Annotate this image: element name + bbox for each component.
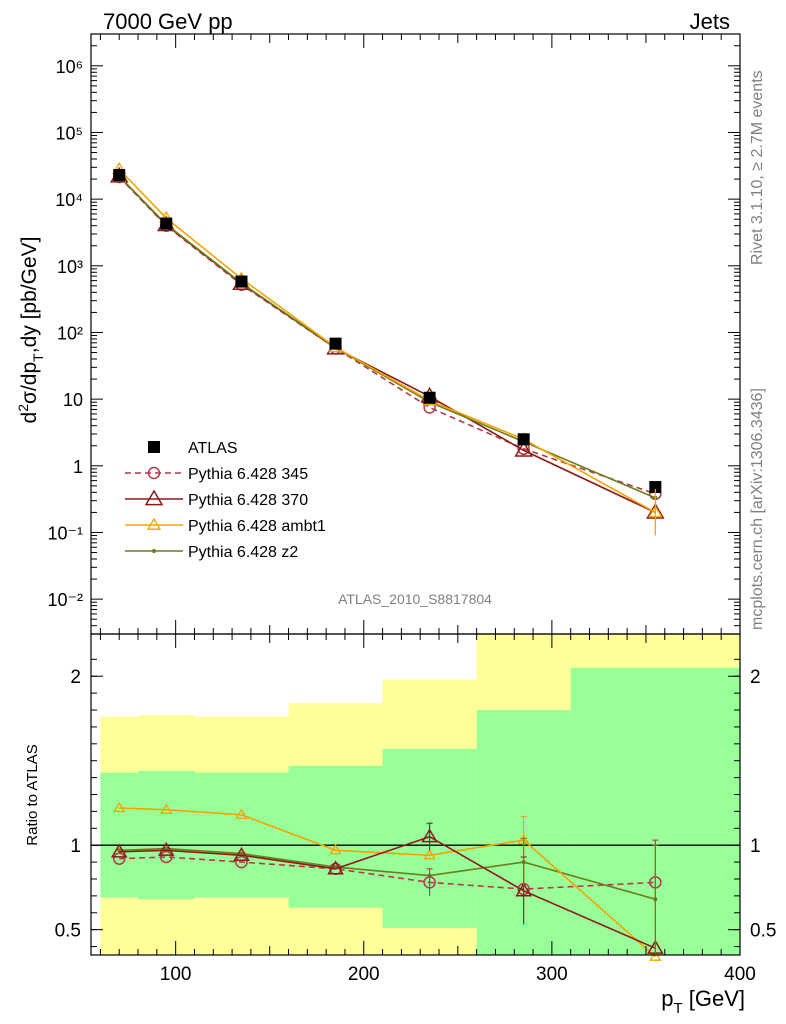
ratio-uncertainty-bands xyxy=(100,634,740,955)
ratio-marker-ambt1 xyxy=(423,849,436,860)
energy-label: 7000 GeV pp xyxy=(103,9,233,34)
ratio-y-tick-label: 1 xyxy=(70,836,81,857)
legend-label-atlas: ATLAS xyxy=(188,440,238,457)
legend-marker-z2 xyxy=(152,549,156,553)
rivet-version-label: Rivet 3.1.10, ≥ 2.7M events xyxy=(749,70,766,265)
main-y-tick-label: 10⁻² xyxy=(47,590,83,610)
ratio-marker-ambt1 xyxy=(113,801,126,813)
main-panel-content xyxy=(109,162,665,536)
main-marker-atlas xyxy=(235,275,248,288)
ratio-y-axis-title: Ratio to ATLAS xyxy=(24,744,41,845)
svg-text:pT [GeV]: pT [GeV] xyxy=(661,986,745,1017)
main-y-tick-label: 10⁴ xyxy=(55,190,83,210)
x-axis-title: pT [GeV] xyxy=(661,986,745,1017)
analysis-id-label: ATLAS_2010_S8817804 xyxy=(338,591,492,607)
ratio-marker-p370 xyxy=(157,841,175,856)
main-line-ambt1 xyxy=(118,168,656,514)
main-y-tick-label: 10⁵ xyxy=(56,123,83,143)
legend-marker-ambt1 xyxy=(146,517,162,530)
main-y-tick-label: 10³ xyxy=(57,257,83,277)
process-label: Jets xyxy=(690,9,730,34)
ratio-panel-content xyxy=(91,801,740,961)
x-tick-label: 100 xyxy=(160,964,192,985)
main-marker-atlas xyxy=(160,217,173,230)
ratio-marker-p370 xyxy=(327,860,344,875)
band-inner-bin xyxy=(100,772,139,898)
ratio-y-tick-label-right: 2 xyxy=(750,667,761,688)
ratio-marker-p370 xyxy=(233,846,250,861)
ratio-marker-p345 xyxy=(235,855,248,869)
band-inner-bin xyxy=(194,772,289,898)
main-y-tick-label: 10 xyxy=(63,390,83,410)
ratio-marker-p345 xyxy=(159,850,173,864)
legend-marker-atlas xyxy=(148,441,160,453)
main-line-p345 xyxy=(118,176,656,495)
main-marker-atlas xyxy=(649,481,662,494)
x-tick-label: 400 xyxy=(724,964,756,985)
legend-label-p370: Pythia 6.428 370 xyxy=(188,492,308,509)
main-y-axis-title: d2σ/dpT,dy [pb/GeV] xyxy=(15,237,46,424)
main-y-tick-label: 10² xyxy=(57,323,83,343)
ratio-marker-p370 xyxy=(110,843,128,858)
ratio-marker-ambt1 xyxy=(329,843,342,855)
legend: ATLAS Pythia 6.428 345 Pythia 6.428 370 Pyt… xyxy=(125,440,326,561)
ratio-y-tick-label: 0.5 xyxy=(55,921,81,942)
mcplots-label: mcplots.cern.ch [arXiv:1306.3436] xyxy=(749,388,766,630)
ratio-marker-ambt1 xyxy=(649,950,662,961)
main-marker-atlas xyxy=(329,337,342,350)
legend-label-z2: Pythia 6.428 z2 xyxy=(188,544,298,561)
x-tick-label: 300 xyxy=(536,964,568,985)
main-marker-atlas xyxy=(113,169,126,182)
main-y-tick-label: 1 xyxy=(73,457,83,477)
main-marker-atlas xyxy=(423,391,436,404)
main-marker-p370 xyxy=(514,440,533,457)
ratio-marker-ambt1 xyxy=(160,803,173,814)
band-inner-bin xyxy=(138,770,195,900)
legend-label-p345: Pythia 6.428 345 xyxy=(188,466,308,483)
main-y-tick-label: 10⁻¹ xyxy=(47,523,83,543)
main-marker-atlas xyxy=(517,433,530,446)
legend-marker-p345 xyxy=(147,466,161,480)
ratio-marker-ambt1 xyxy=(235,808,248,819)
main-line-p370 xyxy=(118,175,656,514)
ratio-marker-p345 xyxy=(112,852,126,865)
band-inner-bin xyxy=(288,765,383,908)
svg-text:d2σ/dpT,dy [pb/GeV]: d2σ/dpT,dy [pb/GeV] xyxy=(15,237,46,424)
legend-marker-p370 xyxy=(144,489,164,506)
ratio-y-tick-label-right: 1 xyxy=(750,836,761,857)
x-tick-label: 200 xyxy=(348,964,380,985)
main-y-tick-label: 10⁶ xyxy=(56,57,83,77)
axes: 10⁻² 10⁻¹ 1 10 10² 10³ 10⁴ 10⁵ 10⁶ 100 200 300 400 0.… xyxy=(47,33,776,985)
ratio-y-tick-label-right: 0.5 xyxy=(750,921,776,942)
ratio-y-tick-label: 2 xyxy=(70,667,81,688)
legend-label-ambt1: Pythia 6.428 ambt1 xyxy=(188,518,326,535)
